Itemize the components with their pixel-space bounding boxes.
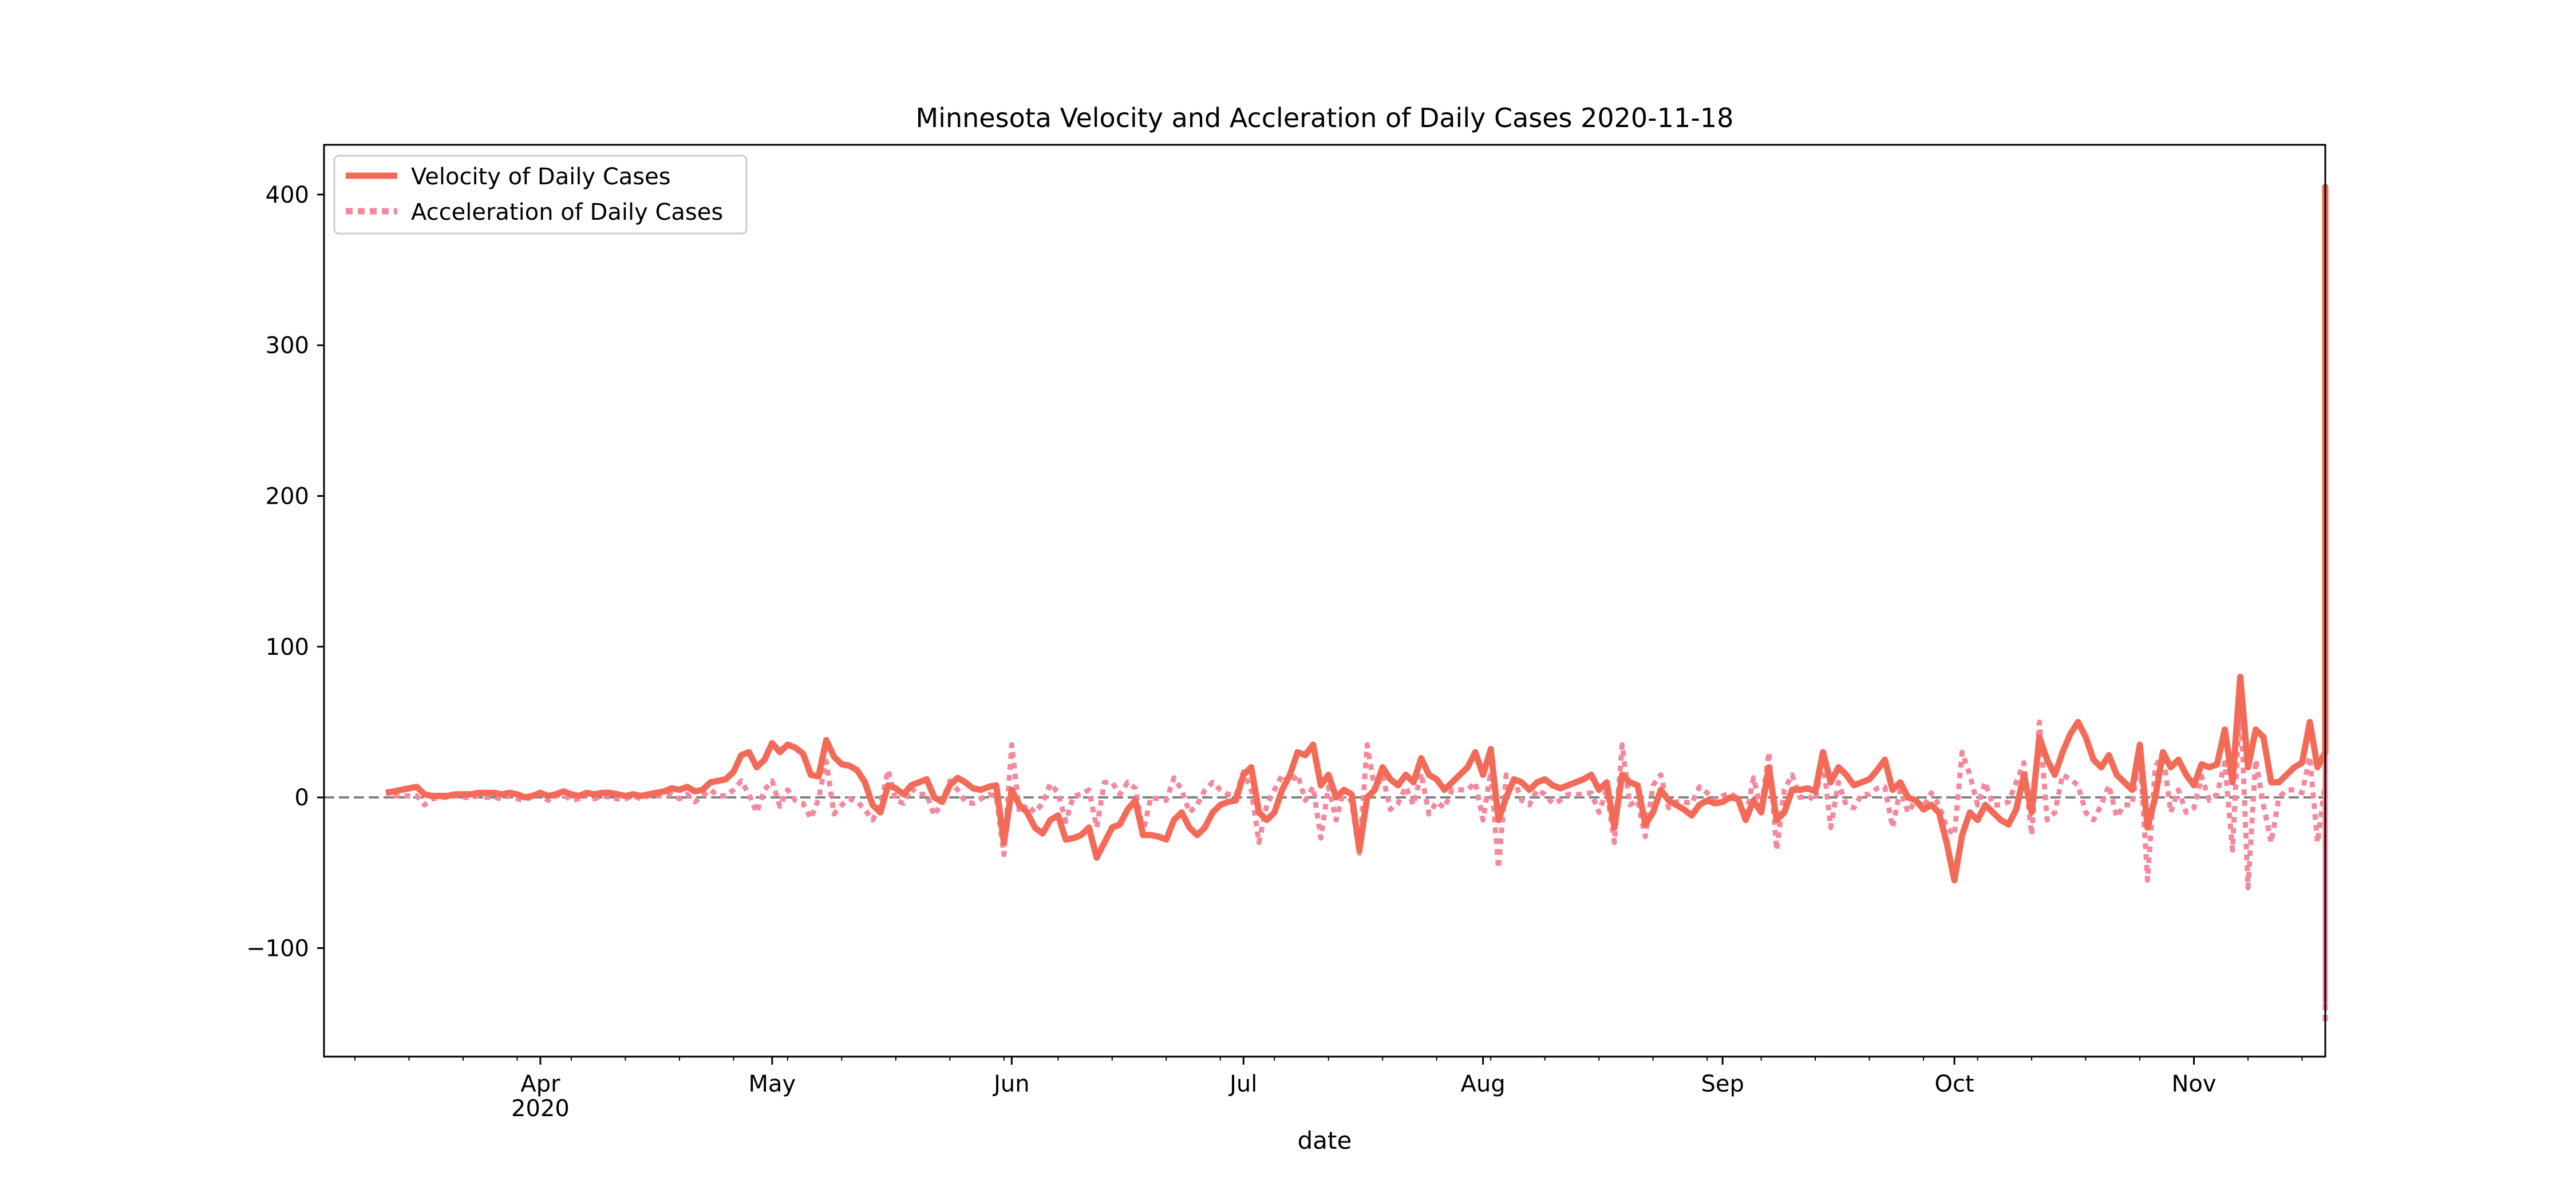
chart-title: Minnesota Velocity and Accleration of Da… xyxy=(916,102,1734,133)
x-tick-label: Nov xyxy=(2171,1071,2216,1097)
legend-box xyxy=(333,155,748,235)
x-tick-label: Jun xyxy=(992,1071,1030,1097)
legend: Velocity of Daily Cases Acceleration of … xyxy=(333,155,748,235)
x-tick-label: Jul xyxy=(1228,1071,1257,1097)
y-tick-label: 200 xyxy=(266,484,309,510)
plot-area xyxy=(324,184,2329,1026)
y-tick-label: 300 xyxy=(266,333,309,359)
y-tick-label: 400 xyxy=(266,182,309,208)
legend-label-acceleration: Acceleration of Daily Cases xyxy=(411,199,723,226)
x-tick-label: Apr xyxy=(520,1071,560,1097)
y-tick-label: 0 xyxy=(295,785,309,811)
x-tick-label: Oct xyxy=(1935,1071,1974,1097)
acceleration-line xyxy=(393,440,2328,1026)
velocity-line xyxy=(385,184,2329,884)
x-tick-label: Sep xyxy=(1701,1071,1744,1097)
y-tick-label: 100 xyxy=(266,634,309,661)
series-layer xyxy=(385,184,2329,1026)
x-tick-label: Aug xyxy=(1461,1071,1506,1097)
x-tick-label: May xyxy=(749,1071,796,1097)
y-tick-label: −100 xyxy=(246,935,309,962)
plot-frame xyxy=(323,144,2326,1058)
x-tick-sublabel: 2020 xyxy=(511,1096,570,1122)
legend-label-velocity: Velocity of Daily Cases xyxy=(411,164,671,190)
y-axis: −100 0 100 200 300 400 xyxy=(246,182,324,962)
x-axis-label: date xyxy=(1298,1126,1352,1154)
